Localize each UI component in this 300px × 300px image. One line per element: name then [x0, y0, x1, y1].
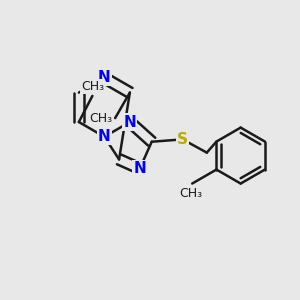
Text: N: N	[134, 161, 146, 176]
Text: N: N	[124, 115, 136, 130]
Text: CH₃: CH₃	[179, 187, 202, 200]
Text: CH₃: CH₃	[89, 112, 112, 124]
Text: N: N	[98, 70, 111, 86]
Text: S: S	[177, 132, 188, 147]
Text: CH₃: CH₃	[81, 80, 104, 93]
Text: N: N	[98, 129, 111, 144]
